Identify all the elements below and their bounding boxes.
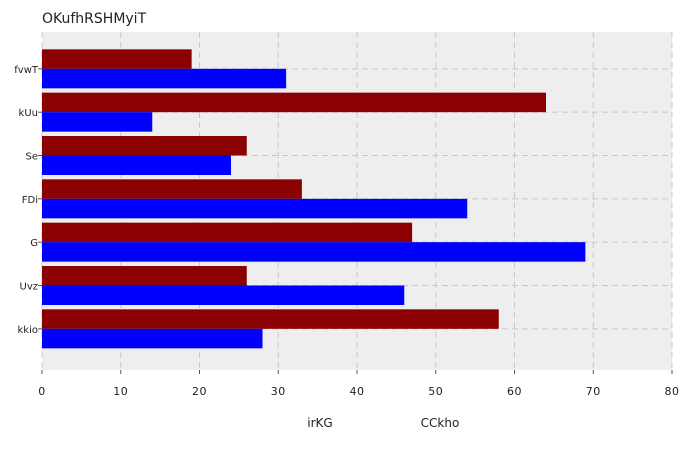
x-tick-label: 80 [665, 385, 680, 398]
x-tick-label: 30 [271, 385, 286, 398]
bar-CCkho-kUu [42, 112, 153, 132]
bar-irKG-FDi [42, 179, 302, 199]
x-tick-label: 40 [350, 385, 365, 398]
x-tick-label: 70 [586, 385, 601, 398]
x-tick-label: 50 [428, 385, 443, 398]
y-tick-label: Uvz [20, 282, 39, 293]
bar-CCkho-fvwT [42, 68, 287, 89]
legend-entry-CCkho: CCkho [421, 416, 460, 430]
bar-CCkho-G [42, 242, 586, 262]
y-tick-label: Se [26, 152, 39, 163]
legend: irKG CCkho [307, 416, 459, 430]
y-tick-label: G [30, 238, 38, 249]
bars [42, 49, 586, 349]
bar-irKG-kkio [42, 309, 499, 329]
x-tick-label: 20 [192, 385, 207, 398]
chart-title: OKufhRSHMyiT [42, 11, 147, 27]
x-axis-ticks: 0 10 20 30 40 50 60 70 80 [38, 370, 679, 398]
bar-irKG-G [42, 222, 413, 243]
bar-irKG-fvwT [42, 49, 192, 69]
y-axis-ticks: fvwT kUu Se FDi G Uvz kkio [14, 65, 42, 336]
bar-irKG-Se [42, 136, 247, 156]
legend-entry-irKG: irKG [307, 416, 332, 430]
y-tick-label: kkio [18, 325, 38, 336]
bar-irKG-kUu [42, 92, 546, 113]
x-tick-label: 60 [507, 385, 522, 398]
bar-CCkho-FDi [42, 198, 468, 219]
x-tick-label: 10 [113, 385, 128, 398]
bar-CCkho-Uvz [42, 285, 405, 305]
y-tick-label: kUu [19, 108, 38, 119]
bar-CCkho-Se [42, 155, 231, 175]
bar-CCkho-kkio [42, 328, 263, 349]
bar-irKG-Uvz [42, 266, 247, 286]
y-tick-label: FDi [22, 195, 38, 206]
y-tick-label: fvwT [14, 65, 39, 76]
x-tick-label: 0 [38, 385, 46, 398]
